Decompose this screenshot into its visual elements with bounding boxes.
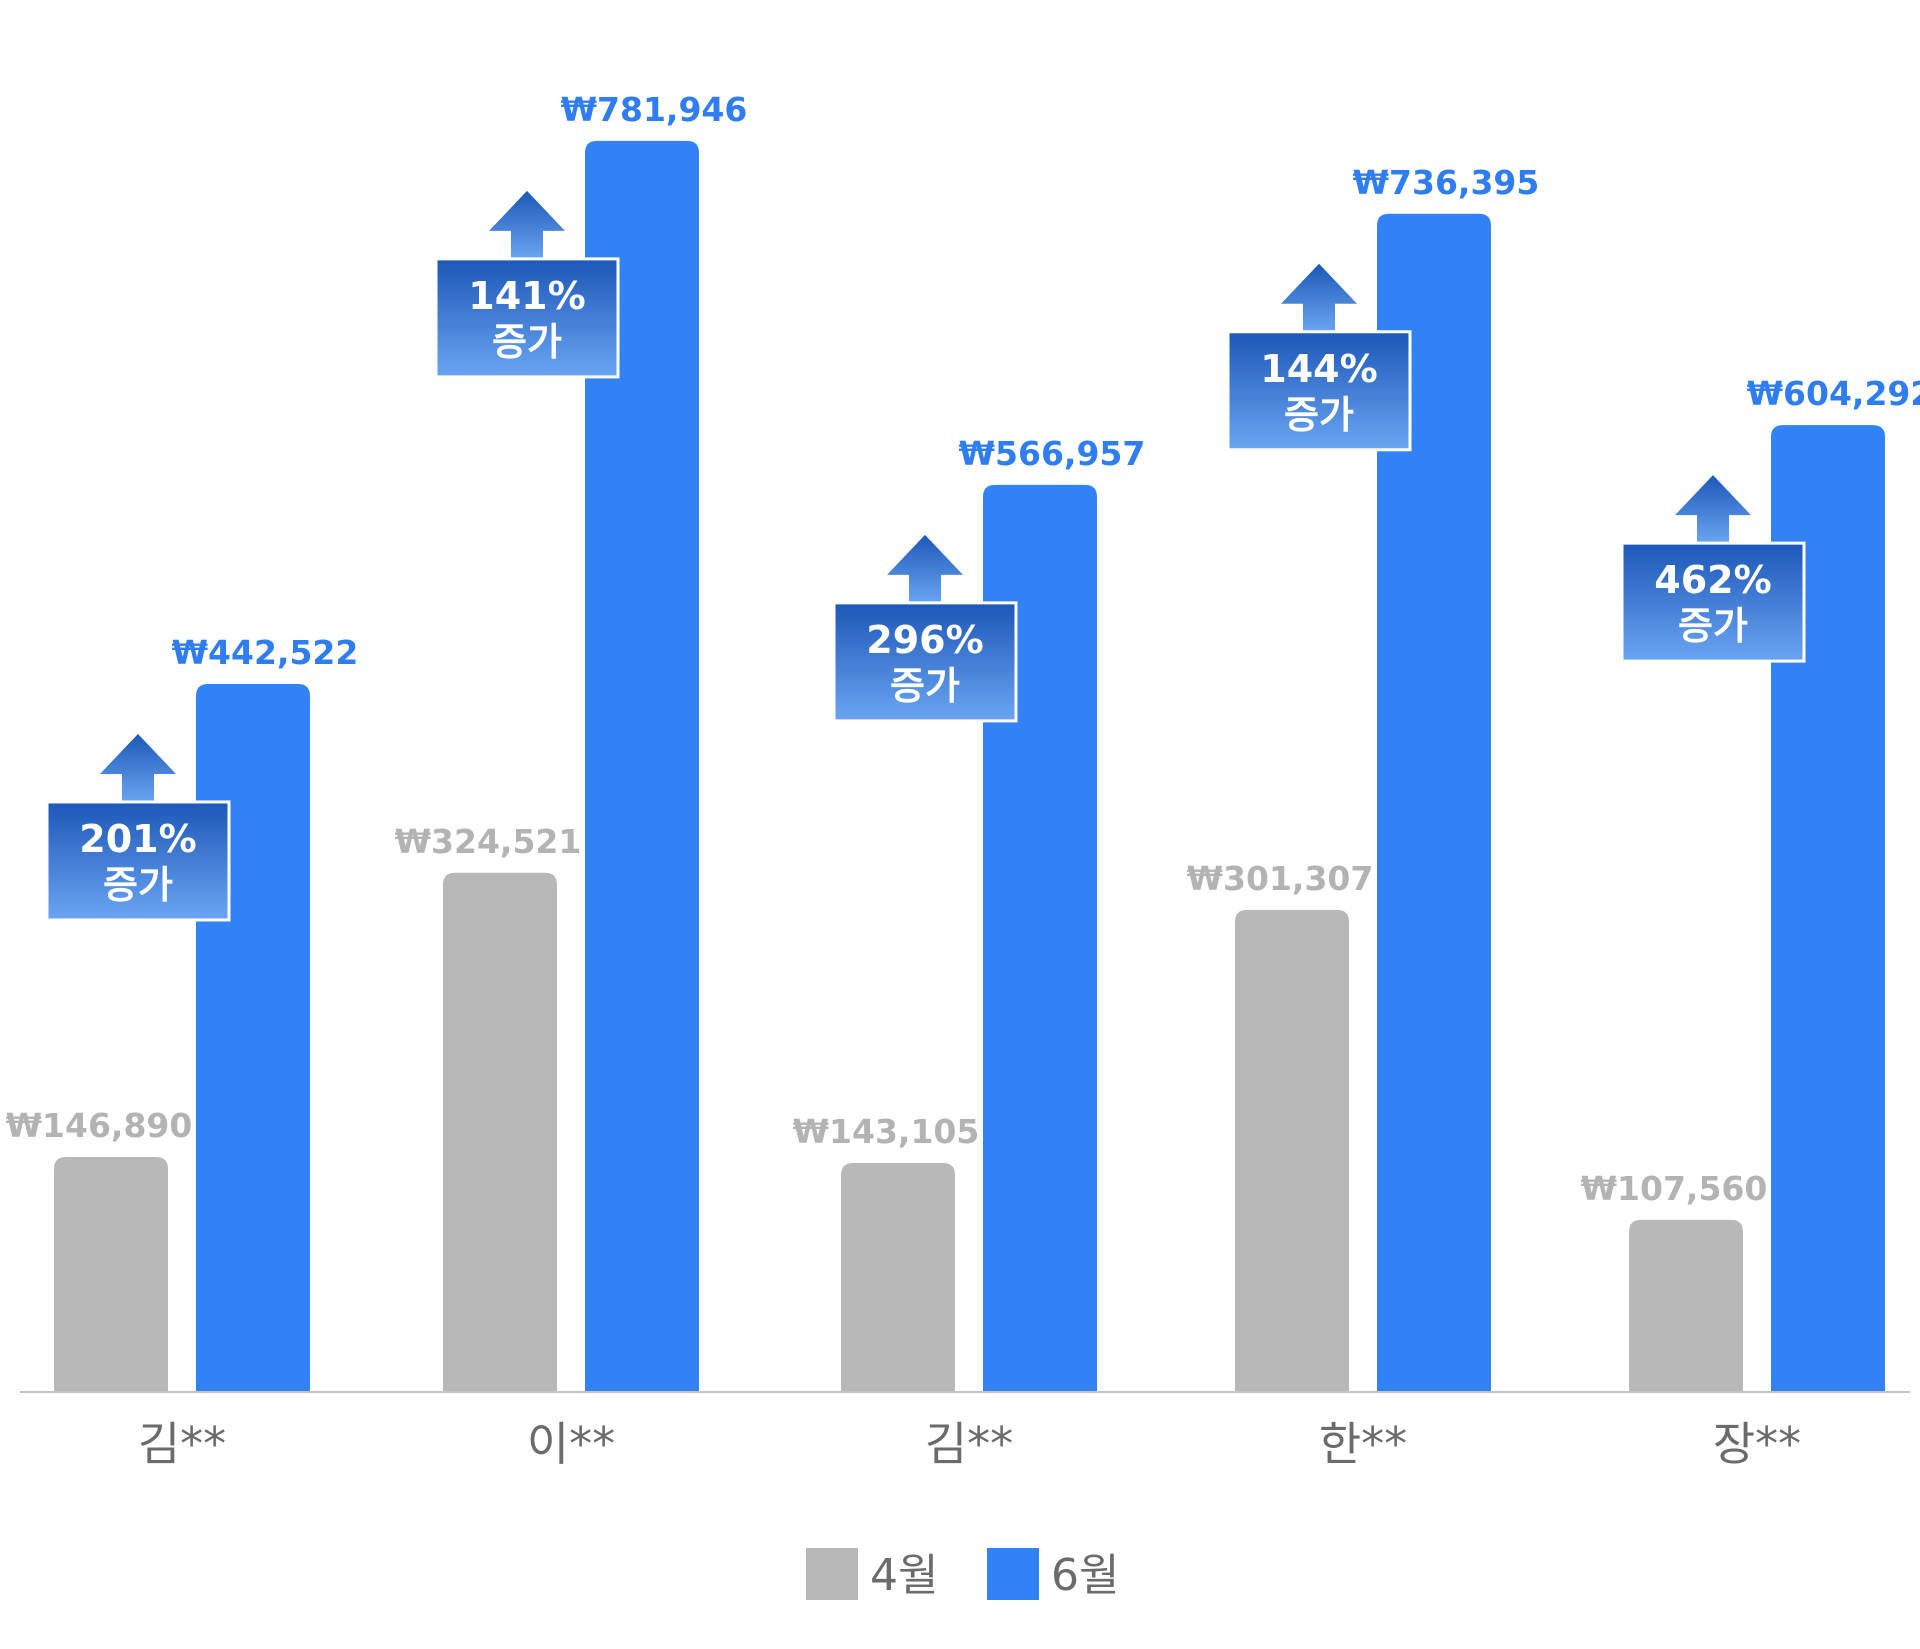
- category-label-0: 김**: [138, 1417, 226, 1471]
- bar-april-4: [1629, 1219, 1743, 1392]
- increase-badge-1: 141%증가: [434, 190, 620, 379]
- badge-box-0: [45, 800, 231, 922]
- bar-june-1: [585, 140, 699, 1393]
- badge-text-2: 증가: [890, 664, 960, 708]
- increase-badge-3: 144%증가: [1226, 263, 1412, 452]
- value-label-april-4: ₩107,560: [1581, 1169, 1768, 1208]
- value-label-april-1: ₩324,521: [395, 822, 582, 861]
- up-arrow-icon-2: [887, 534, 963, 603]
- category-label-2: 김**: [925, 1417, 1013, 1471]
- badge-text-4: 증가: [1678, 604, 1748, 648]
- value-label-june-1: ₩781,946: [561, 90, 748, 129]
- bar-april-0: [54, 1156, 168, 1392]
- bar-april-2: [841, 1163, 955, 1392]
- value-label-april-2: ₩143,105: [793, 1112, 980, 1151]
- increase-badge-2: 296%증가: [832, 534, 1018, 723]
- category-label-4: 장**: [1713, 1417, 1801, 1471]
- increase-badge-0: 201%증가: [45, 733, 231, 922]
- bar-april-3: [1235, 909, 1349, 1392]
- category-label-1: 이**: [527, 1417, 615, 1471]
- bar-april-1: [443, 872, 557, 1392]
- badge-box-1: [434, 257, 620, 379]
- badge-percent-3: 144%: [1260, 347, 1377, 391]
- value-label-june-2: ₩566,957: [959, 434, 1146, 473]
- up-arrow-icon-1: [489, 190, 565, 259]
- bar-june-0: [196, 683, 310, 1392]
- legend-swatch-april: [806, 1548, 858, 1600]
- badge-percent-0: 201%: [79, 817, 196, 861]
- badge-text-1: 증가: [492, 320, 562, 364]
- bars-layer: [54, 140, 1885, 1393]
- badge-text-0: 증가: [103, 863, 173, 907]
- value-label-april-3: ₩301,307: [1187, 859, 1374, 898]
- legend-swatch-june: [987, 1548, 1039, 1600]
- bar-june-3: [1377, 213, 1491, 1392]
- value-label-april-0: ₩146,890: [6, 1106, 193, 1145]
- value-labels-layer: ₩146,890 ₩442,522 ₩324,521 ₩781,946 ₩143,105…: [6, 90, 1920, 1208]
- badge-percent-1: 141%: [468, 274, 585, 318]
- value-label-june-0: ₩442,522: [172, 633, 359, 672]
- bar-june-4: [1771, 425, 1885, 1392]
- badge-box-2: [832, 601, 1018, 723]
- legend-label-april: 4월: [870, 1550, 938, 1601]
- badge-box-4: [1620, 541, 1806, 663]
- category-labels-layer: 김** 이** 김** 한** 장**: [138, 1417, 1801, 1471]
- legend-label-june: 6월: [1051, 1550, 1119, 1601]
- badge-box-3: [1226, 330, 1412, 452]
- legend: 4월 6월: [806, 1548, 1119, 1601]
- badge-percent-4: 462%: [1654, 558, 1771, 602]
- badge-percent-2: 296%: [866, 618, 983, 662]
- up-arrow-icon-4: [1675, 475, 1751, 544]
- value-label-june-4: ₩604,292: [1747, 374, 1920, 413]
- up-arrow-icon-3: [1281, 263, 1357, 332]
- category-label-3: 한**: [1319, 1417, 1407, 1471]
- badge-text-3: 증가: [1284, 393, 1354, 437]
- value-label-june-3: ₩736,395: [1353, 163, 1540, 202]
- increase-badge-4: 462%증가: [1620, 475, 1806, 663]
- up-arrow-icon-0: [100, 733, 176, 802]
